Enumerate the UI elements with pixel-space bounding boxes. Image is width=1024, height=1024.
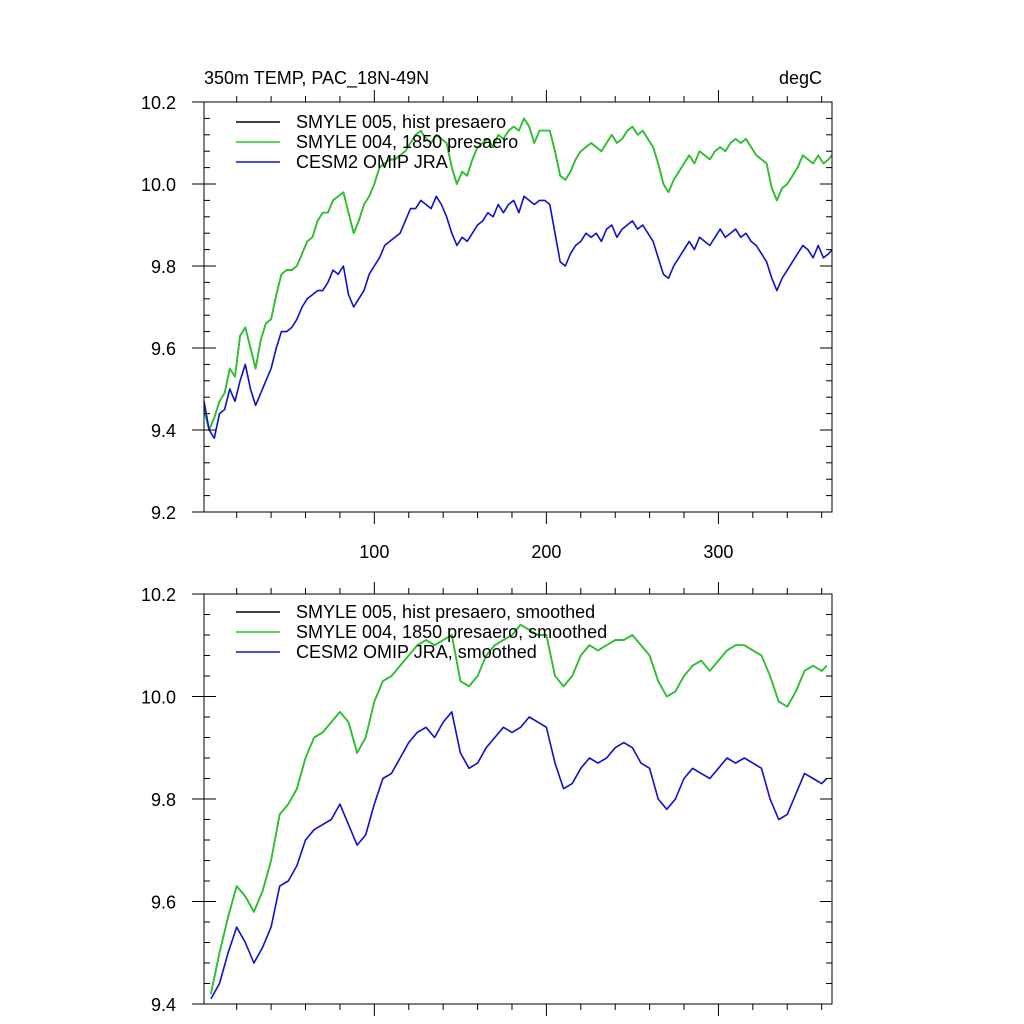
y-tick-label: 10.2 [141, 93, 176, 113]
legend-label-3: CESM2 OMIP JRA [296, 152, 448, 172]
y-tick-label: 9.8 [151, 790, 176, 810]
y-tick-label: 9.8 [151, 257, 176, 277]
top-panel-axes: 9.2 9.4 9.6 9.8 10.0 10.2 100 200 300 [141, 90, 833, 562]
top-panel: 350m TEMP, PAC_18N-49N degC 9.2 9.4 9.6 9.8… [141, 68, 833, 562]
legend-label-3: CESM2 OMIP JRA, smoothed [296, 642, 537, 662]
bottom-panel: 9.4 9.6 9.8 10.0 10.2 SMYLE 005, hist presae… [141, 582, 833, 1016]
y-tick-label: 9.2 [151, 503, 176, 523]
legend-label-1: SMYLE 005, hist presaero, smoothed [296, 602, 595, 622]
series-line-2 [210, 623, 828, 994]
series-line-1 [210, 623, 828, 994]
legend-label-2: SMYLE 004, 1850 presaero [296, 132, 518, 152]
legend-label-1: SMYLE 005, hist presaero [296, 112, 506, 132]
x-tick-label: 300 [703, 542, 733, 562]
series-line-3 [210, 711, 828, 1000]
y-tick-label: 9.6 [151, 339, 176, 359]
y-tick-label: 9.6 [151, 893, 176, 913]
x-tick-label: 200 [531, 542, 561, 562]
y-tick-label: 9.4 [151, 995, 176, 1015]
top-panel-title: 350m TEMP, PAC_18N-49N [204, 68, 429, 89]
y-tick-label: 10.0 [141, 175, 176, 195]
y-tick-label: 10.2 [141, 585, 176, 605]
y-tick-label: 10.0 [141, 688, 176, 708]
plot-frame [203, 101, 833, 513]
series-line-2 [203, 117, 833, 431]
top-panel-series [203, 117, 833, 440]
x-tick-label: 100 [359, 542, 389, 562]
bottom-panel-series [210, 623, 828, 1000]
top-panel-units: degC [779, 68, 822, 88]
bottom-panel-axes: 9.4 9.6 9.8 10.0 10.2 [141, 582, 833, 1016]
series-line-3 [203, 195, 833, 440]
legend-label-2: SMYLE 004, 1850 presaero, smoothed [296, 622, 607, 642]
bottom-panel-legend: SMYLE 005, hist presaero, smoothedSMYLE … [236, 602, 607, 662]
y-tick-label: 9.4 [151, 421, 176, 441]
